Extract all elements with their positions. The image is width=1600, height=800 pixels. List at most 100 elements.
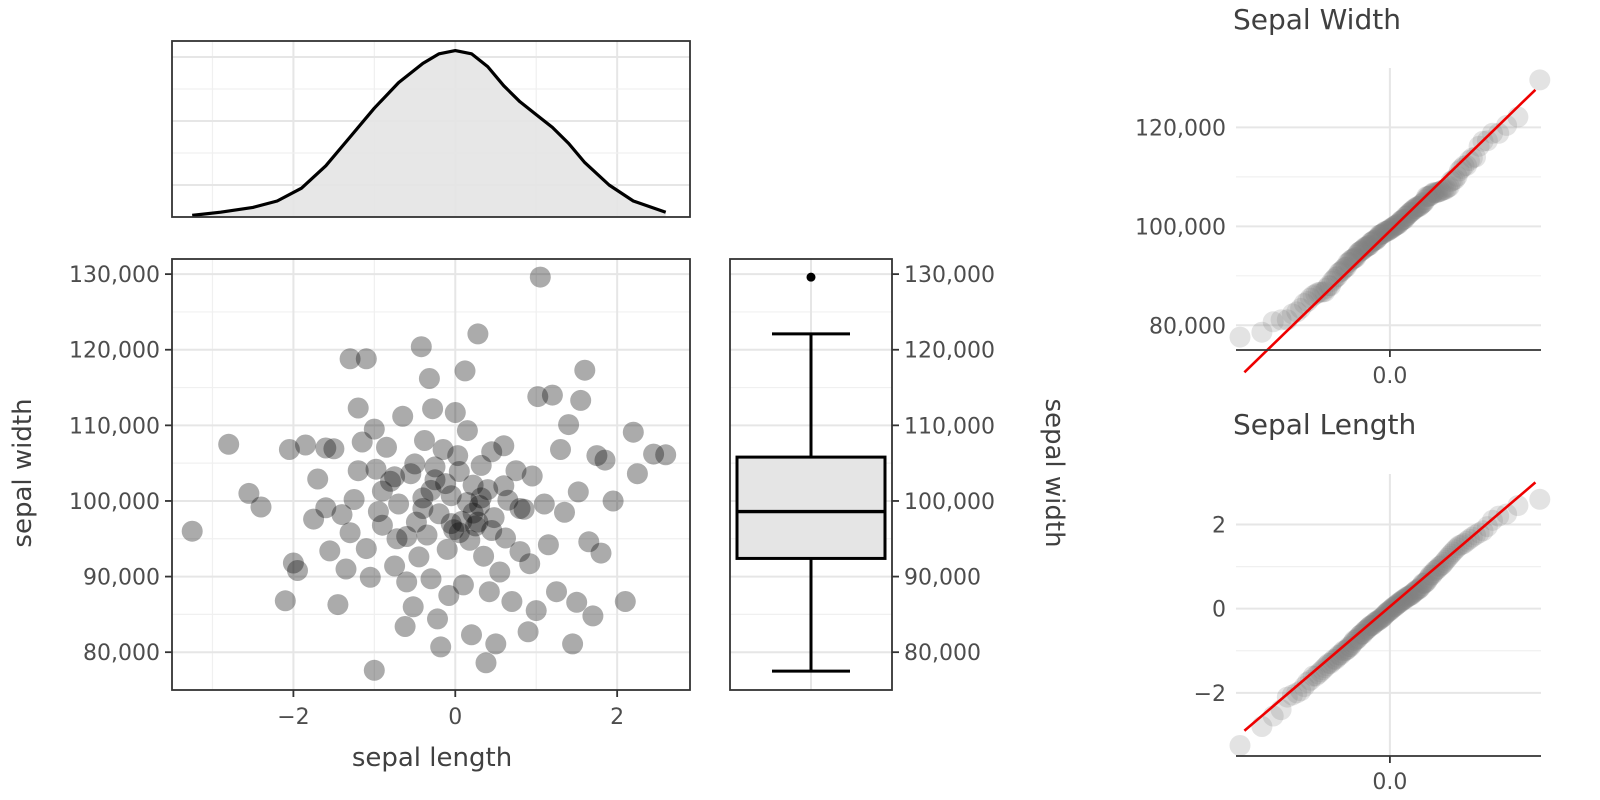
qq-point bbox=[1318, 275, 1340, 297]
scatter-point bbox=[456, 492, 478, 513]
qq-point bbox=[1412, 192, 1434, 214]
scatter-point bbox=[594, 449, 616, 471]
qq-point bbox=[1385, 594, 1407, 616]
qq-point bbox=[1350, 624, 1372, 646]
scatter-point bbox=[562, 633, 584, 655]
scatter-point bbox=[465, 515, 486, 537]
scatter-point bbox=[443, 519, 465, 541]
scatter-point bbox=[567, 481, 589, 503]
scatter-point bbox=[363, 659, 385, 681]
scatter-point bbox=[558, 414, 580, 436]
scatter-point bbox=[436, 538, 458, 560]
scatter-point bbox=[402, 596, 424, 618]
qq-y-tick-label: 80,000 bbox=[1149, 314, 1226, 339]
qq-point bbox=[1323, 648, 1345, 670]
qq-point bbox=[1338, 251, 1360, 273]
qq-point bbox=[1310, 281, 1331, 303]
qq-point bbox=[1394, 588, 1416, 610]
scatter-point bbox=[392, 405, 414, 427]
qq-point bbox=[1361, 615, 1383, 636]
qq-point bbox=[1389, 591, 1411, 613]
scatter-point bbox=[432, 439, 454, 460]
scatter-point bbox=[315, 437, 337, 459]
scatter-point bbox=[462, 502, 484, 524]
qq-point bbox=[1316, 655, 1338, 676]
qq-sepal-width-title: Sepal Width bbox=[1233, 3, 1401, 36]
density-area bbox=[192, 50, 666, 217]
qq-point bbox=[1362, 230, 1384, 252]
scatter-point bbox=[509, 541, 531, 563]
qq-point bbox=[1414, 189, 1436, 211]
box-iqr bbox=[735, 455, 887, 560]
qq-point bbox=[1337, 638, 1359, 660]
scatter-point bbox=[418, 368, 440, 389]
qq-point bbox=[1364, 611, 1386, 633]
qq-point bbox=[1418, 566, 1440, 588]
qq-point bbox=[1328, 262, 1350, 284]
qq-point bbox=[1312, 281, 1334, 303]
qq-point bbox=[1334, 640, 1356, 662]
scatter-point bbox=[456, 420, 478, 442]
scatter-point bbox=[307, 468, 329, 490]
scatter-point bbox=[527, 386, 549, 408]
scatter-point bbox=[505, 460, 527, 482]
scatter-point bbox=[371, 514, 393, 536]
qq-point bbox=[1422, 562, 1444, 584]
qq-point bbox=[1323, 268, 1345, 290]
scatter-point bbox=[327, 594, 349, 616]
qq-point bbox=[1461, 147, 1483, 169]
qq-x-tick-label: 0.0 bbox=[1372, 770, 1407, 795]
qq-point bbox=[1412, 572, 1434, 594]
scatter-point bbox=[238, 482, 260, 504]
qq-point bbox=[1340, 636, 1361, 658]
qq-point bbox=[1299, 669, 1321, 691]
scatter-y-axis-title: sepal width bbox=[8, 398, 38, 547]
scatter-point bbox=[303, 508, 325, 530]
scatter-point bbox=[483, 507, 505, 529]
qq-point bbox=[1364, 229, 1386, 251]
scatter-frame bbox=[171, 258, 691, 691]
qq-point bbox=[1472, 520, 1494, 542]
qq-point bbox=[1422, 182, 1444, 204]
qq-point bbox=[1417, 568, 1439, 590]
qq-y-tick-label: 0 bbox=[1212, 598, 1226, 623]
qq-point bbox=[1297, 671, 1318, 693]
scatter-point bbox=[525, 600, 547, 622]
qq-point bbox=[1229, 326, 1251, 348]
qq-point bbox=[1373, 222, 1395, 244]
qq-point bbox=[1358, 617, 1380, 639]
qq-point bbox=[1377, 601, 1399, 623]
scatter-point bbox=[470, 487, 492, 509]
qq-sepal-length-title: Sepal Length bbox=[1233, 408, 1416, 441]
qq-point bbox=[1320, 652, 1341, 674]
qq-point bbox=[1424, 560, 1446, 582]
qq-y-tick-label: 120,000 bbox=[1135, 116, 1226, 141]
qq-point bbox=[1318, 652, 1340, 674]
qq-point bbox=[1333, 258, 1354, 280]
qq-point bbox=[1381, 598, 1403, 620]
scatter-point bbox=[481, 441, 503, 463]
qq-sepal-length-panel: 0.0 −2 0 2 bbox=[1194, 474, 1551, 795]
scatter-point bbox=[655, 444, 677, 466]
qq-x-tick-label: 0.0 bbox=[1372, 364, 1407, 389]
qq-point bbox=[1451, 157, 1473, 179]
scatter-point bbox=[481, 520, 503, 541]
qq-point bbox=[1399, 584, 1421, 606]
box-frame bbox=[729, 258, 893, 691]
scatter-point bbox=[517, 621, 539, 643]
qq-point bbox=[1529, 488, 1551, 510]
qq-point bbox=[1345, 629, 1367, 651]
qq-point bbox=[1408, 578, 1430, 599]
scatter-point bbox=[493, 435, 515, 457]
scatter-point bbox=[414, 430, 435, 451]
qq-point bbox=[1458, 150, 1480, 171]
qq-sepal-width-panel: 0.0 80,000 100,000 120,000 bbox=[1135, 68, 1551, 389]
boxplot-panel: 80,000 90,000 100,000 110,000 120,000 130,000 bbox=[729, 258, 995, 691]
qq-point bbox=[1413, 191, 1435, 213]
qq-point bbox=[1341, 634, 1363, 655]
qq-point bbox=[1407, 579, 1429, 601]
density-panel bbox=[171, 40, 691, 218]
qq-point bbox=[1354, 620, 1376, 642]
box-y-tick-label: 120,000 bbox=[904, 339, 995, 364]
